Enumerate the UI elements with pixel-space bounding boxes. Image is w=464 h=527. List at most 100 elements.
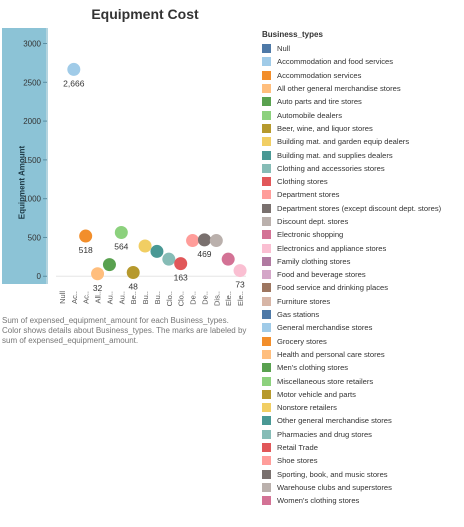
legend-swatch	[262, 456, 271, 466]
data-point	[186, 234, 200, 248]
legend-swatch	[262, 137, 271, 147]
legend-item[interactable]: Family clothing stores	[262, 255, 462, 268]
x-tick-label: Ele..	[224, 291, 233, 306]
legend-swatch	[262, 44, 271, 54]
x-tick-label: Ac..	[70, 291, 79, 304]
legend-label: Department stores	[277, 190, 340, 200]
legend-item[interactable]: Men's clothing stores	[262, 361, 462, 374]
legend-item[interactable]: Miscellaneous store retailers	[262, 374, 462, 387]
data-point	[162, 252, 176, 266]
legend-swatch	[262, 256, 271, 266]
legend-item[interactable]: Discount dept. stores	[262, 215, 462, 228]
legend-swatch	[262, 283, 271, 293]
legend-item[interactable]: Sporting, book, and music stores	[262, 468, 462, 481]
y-tick-label: 1000	[23, 195, 41, 204]
data-label: 73	[235, 280, 245, 290]
legend-label: Gas stations	[277, 310, 320, 320]
x-tick-label: De..	[189, 291, 198, 305]
legend-item[interactable]: Department stores	[262, 188, 462, 201]
legend-label: Women's clothing stores	[277, 496, 360, 506]
x-tick-label: Clo..	[177, 291, 186, 306]
data-point	[150, 244, 164, 258]
legend-swatch	[262, 429, 271, 439]
legend-label: Miscellaneous store retailers	[277, 376, 374, 386]
legend-swatch	[262, 416, 271, 426]
legend-item[interactable]: Furniture stores	[262, 295, 462, 308]
legend-swatch	[262, 443, 271, 453]
x-tick-label: Null	[58, 291, 67, 304]
legend-swatch	[262, 123, 271, 133]
x-tick-label: Au..	[105, 291, 114, 304]
legend-item[interactable]: Building mat. and supplies dealers	[262, 148, 462, 161]
x-tick-label: Ele..	[236, 291, 245, 306]
legend-item[interactable]: Gas stations	[262, 308, 462, 321]
legend-label: Retail Trade	[277, 443, 318, 453]
legend-item[interactable]: Women's clothing stores	[262, 494, 462, 507]
legend-item[interactable]: Health and personal care stores	[262, 348, 462, 361]
x-tick-label: De..	[200, 291, 209, 305]
chart-caption: Sum of expensed_equipment_amount for eac…	[2, 316, 247, 345]
legend-label: Pharmacies and drug stores	[277, 429, 372, 439]
legend-item[interactable]: Food and beverage stores	[262, 268, 462, 281]
legend-item[interactable]: Department stores (except discount dept.…	[262, 202, 462, 215]
legend-item[interactable]: Building mat. and garden equip dealers	[262, 135, 462, 148]
legend-item[interactable]: Grocery stores	[262, 335, 462, 348]
legend-item[interactable]: General merchandise stores	[262, 321, 462, 334]
legend-label: Grocery stores	[277, 336, 327, 346]
legend-label: Automobile dealers	[277, 110, 343, 120]
legend-item[interactable]: All other general merchandise stores	[262, 82, 462, 95]
legend-item[interactable]: Auto parts and tire stores	[262, 95, 462, 108]
legend-item[interactable]: Warehouse clubs and superstores	[262, 481, 462, 494]
legend-title: Business_types	[262, 30, 323, 39]
data-label: 163	[174, 273, 188, 283]
legend-swatch	[262, 243, 271, 253]
legend-swatch	[262, 217, 271, 226]
legend-label: Health and personal care stores	[277, 349, 385, 359]
data-point	[102, 258, 116, 272]
legend-item[interactable]: Other general merchandise stores	[262, 414, 462, 427]
legend-item[interactable]: Electronic shopping	[262, 228, 462, 241]
y-tick-label: 1500	[23, 156, 41, 165]
legend-item[interactable]: Null	[262, 42, 462, 55]
legend-label: Men's clothing stores	[277, 363, 349, 373]
legend-item[interactable]: Electronics and appliance stores	[262, 241, 462, 254]
legend-swatch	[262, 336, 271, 346]
legend-item[interactable]: Accommodation and food services	[262, 55, 462, 68]
legend-swatch	[262, 57, 271, 67]
data-point	[79, 229, 93, 243]
data-point	[209, 234, 223, 248]
legend-item[interactable]: Beer, wine, and liquor stores	[262, 122, 462, 135]
data-point	[114, 225, 128, 239]
legend-label: Furniture stores	[277, 296, 331, 306]
legend-item[interactable]: Food service and drinking places	[262, 281, 462, 294]
legend-label: Food and beverage stores	[277, 270, 366, 280]
x-tick-label: All..	[94, 291, 103, 304]
legend-label: Null	[277, 44, 291, 54]
legend-swatch	[262, 70, 271, 80]
legend-label: Beer, wine, and liquor stores	[277, 123, 373, 133]
legend-label: Department stores (except discount dept.…	[277, 203, 442, 213]
legend-item[interactable]: Shoe stores	[262, 454, 462, 467]
legend-item[interactable]: Pharmacies and drug stores	[262, 428, 462, 441]
legend-label: Nonstore retailers	[277, 403, 337, 413]
legend-swatch	[262, 482, 271, 492]
legend-item[interactable]: Motor vehicle and parts	[262, 388, 462, 401]
y-tick-label: 3000	[23, 40, 41, 49]
x-tick-label: Be..	[129, 291, 138, 304]
legend-item[interactable]: Retail Trade	[262, 441, 462, 454]
x-tick-label: Clo..	[165, 291, 174, 306]
legend-item[interactable]: Automobile dealers	[262, 108, 462, 121]
legend-item[interactable]: Nonstore retailers	[262, 401, 462, 414]
chart-title: Equipment Cost	[91, 6, 199, 22]
legend-item[interactable]: Accommodation services	[262, 69, 462, 82]
legend-label: Electronics and appliance stores	[277, 243, 387, 253]
y-axis-band: Equipment Amount	[2, 28, 46, 284]
legend-label: Clothing stores	[277, 177, 328, 187]
legend-swatch	[262, 376, 271, 386]
legend-item[interactable]: Clothing stores	[262, 175, 462, 188]
y-tick-label: 2000	[23, 117, 41, 126]
legend-swatch	[262, 190, 271, 200]
legend-label: Motor vehicle and parts	[277, 389, 356, 399]
legend-item[interactable]: Clothing and accessories stores	[262, 162, 462, 175]
